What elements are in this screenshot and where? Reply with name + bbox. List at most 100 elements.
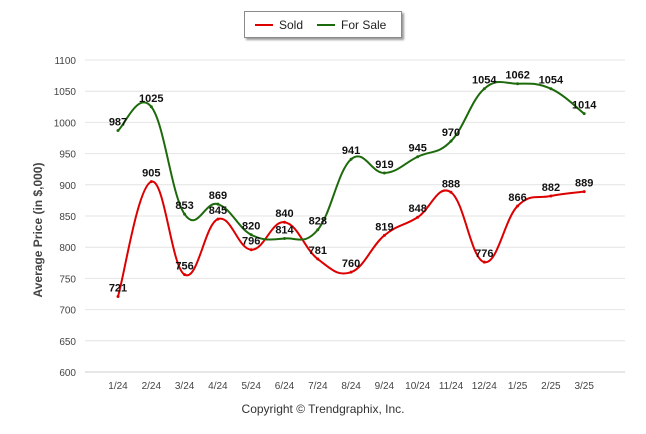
for-sale-point	[516, 82, 520, 86]
x-tick-label: 10/24	[405, 381, 430, 392]
for-sale-data-label: 828	[309, 216, 327, 228]
sold-point	[482, 260, 486, 264]
for-sale-point	[316, 228, 320, 232]
x-tick-labels: 1/24 2/24 3/24 4/24 5/24 6/24 7/24 8/24 9/24 10/2…	[108, 381, 594, 392]
x-tick-label: 11/24	[439, 381, 464, 392]
grid-lines	[85, 59, 625, 373]
sold-data-label: 760	[342, 258, 360, 270]
x-tick-label: 8/24	[341, 381, 361, 392]
sold-point	[116, 294, 120, 298]
legend: Sold For Sale	[244, 11, 402, 38]
for-sale-data-label: 1025	[139, 93, 163, 105]
for-sale-data-label: 1014	[572, 100, 597, 112]
for-sale-data-label: 1054	[539, 75, 564, 87]
sold-data-label: 776	[475, 248, 493, 260]
sold-point	[183, 273, 187, 277]
sold-data-label: 756	[175, 261, 193, 273]
for-sale-data-label: 1054	[472, 75, 497, 87]
y-tick-label: 1100	[54, 56, 76, 67]
for-sale-data-label: 941	[342, 145, 360, 157]
sold-data-label: 840	[275, 208, 293, 220]
x-tick-label: 2/24	[142, 381, 162, 392]
x-tick-label: 1/24	[108, 381, 128, 392]
sold-point	[283, 220, 286, 224]
y-tick-label: 750	[59, 274, 76, 285]
sold-data-label: 888	[442, 178, 460, 190]
y-tick-label: 700	[59, 306, 76, 317]
sold-line	[117, 180, 585, 297]
y-tick-label: 1050	[54, 87, 77, 98]
x-tick-label: 6/24	[275, 381, 295, 392]
for-sale-point	[582, 112, 586, 116]
x-tick-label: 1/25	[508, 381, 528, 392]
sold-point	[349, 270, 353, 274]
sold-point	[416, 215, 420, 219]
data-labels: 721 905 756 845 796 840 781 760 819 848 888 776 866 8…	[109, 70, 597, 295]
y-tick-label: 900	[59, 181, 76, 192]
sold-point	[216, 217, 220, 221]
sold-point	[382, 233, 386, 237]
x-tick-label: 3/25	[574, 381, 594, 392]
sold-data-label: 866	[508, 192, 526, 204]
x-tick-label: 4/24	[208, 381, 228, 392]
for-sale-point	[349, 157, 353, 161]
for-sale-point	[116, 129, 120, 133]
for-sale-point	[449, 139, 453, 143]
sold-point	[149, 180, 153, 184]
sold-point	[316, 257, 320, 261]
for-sale-point	[416, 155, 420, 159]
y-tick-label: 1000	[54, 118, 77, 129]
y-axis-label: Average Price (in $,000)	[31, 163, 45, 298]
sold-data-label: 905	[142, 168, 160, 180]
x-tick-label: 12/24	[472, 381, 497, 392]
for-sale-point	[216, 202, 220, 206]
for-sale-point	[249, 233, 253, 237]
for-sale-data-label: 987	[109, 117, 127, 129]
for-sale-data-label: 1062	[505, 70, 529, 82]
for-sale-data-label: 853	[175, 200, 193, 212]
legend-item-for-sale: For Sale	[317, 18, 386, 32]
x-tick-label: 3/24	[175, 381, 195, 392]
for-sale-data-label: 814	[275, 224, 294, 236]
y-tick-label: 850	[59, 212, 76, 223]
sold-point	[582, 190, 586, 194]
sold-data-label: 882	[542, 182, 560, 194]
y-tick-label: 800	[59, 243, 76, 254]
for-sale-data-label: 970	[442, 127, 460, 139]
legend-item-sold: Sold	[255, 18, 303, 32]
x-tick-label: 5/24	[241, 381, 261, 392]
for-sale-point	[149, 105, 153, 109]
legend-label-for-sale: For Sale	[341, 18, 387, 32]
for-sale-data-label: 945	[409, 143, 427, 155]
sold-data-label: 781	[309, 245, 327, 257]
sold-data-label: 845	[209, 205, 227, 217]
x-tick-label: 2/25	[541, 381, 561, 392]
for-sale-data-label: 919	[375, 159, 393, 171]
x-tick-label: 9/24	[375, 381, 395, 392]
sold-data-label: 848	[409, 203, 427, 215]
sold-data-label: 796	[242, 236, 260, 248]
y-tick-label: 650	[59, 337, 76, 348]
data-points	[116, 82, 586, 298]
for-sale-point	[382, 171, 386, 175]
for-sale-point	[183, 212, 187, 216]
sold-data-label: 819	[375, 221, 393, 233]
sold-point	[449, 190, 453, 194]
sold-point	[516, 204, 520, 208]
x-tick-label: 7/24	[308, 381, 328, 392]
sold-point	[249, 248, 253, 252]
y-tick-label: 950	[59, 150, 76, 161]
copyright-footer: Copyright © Trendgraphix, Inc.	[241, 402, 405, 416]
legend-label-sold: Sold	[279, 18, 304, 32]
sold-data-label: 721	[109, 282, 127, 294]
y-tick-label: 600	[59, 368, 76, 379]
for-sale-data-label: 869	[209, 190, 227, 202]
sold-point	[549, 194, 553, 198]
for-sale-point	[283, 236, 286, 240]
sold-swatch	[255, 24, 273, 26]
for-sale-swatch	[317, 24, 335, 26]
for-sale-point	[482, 87, 486, 91]
sold-data-label: 889	[575, 178, 593, 190]
for-sale-point	[549, 87, 553, 91]
